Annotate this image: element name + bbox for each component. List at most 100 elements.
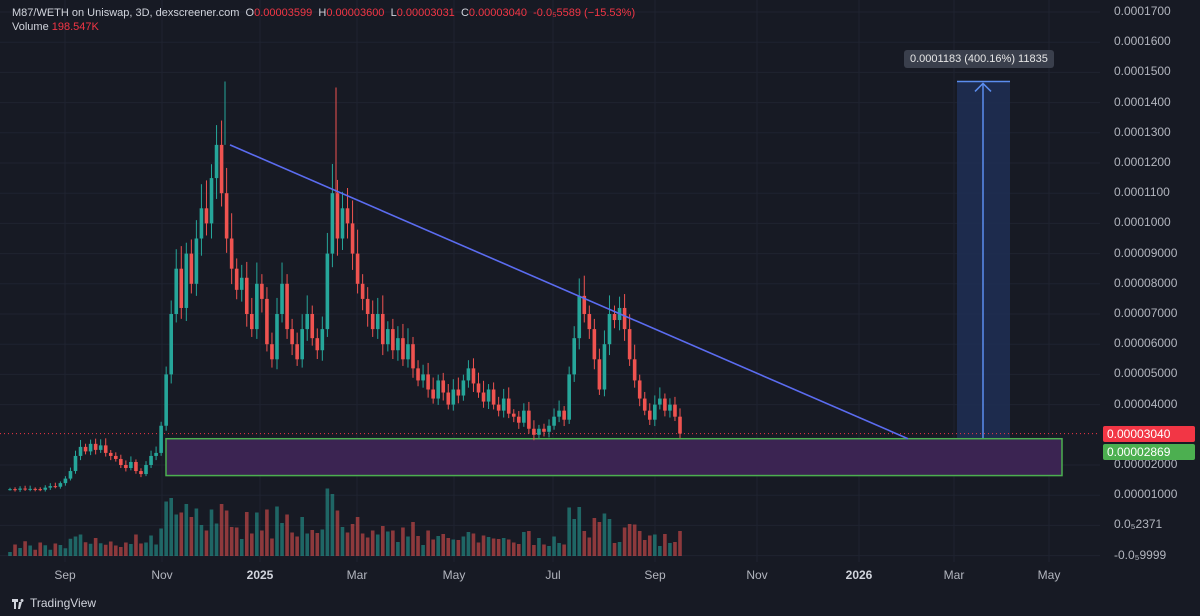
candle-body	[350, 223, 355, 254]
volume-bar	[13, 544, 17, 556]
volume-bar	[471, 533, 476, 556]
candle-body	[441, 380, 446, 393]
tradingview-brand[interactable]: TradingView	[12, 596, 96, 610]
candle-body	[552, 416, 556, 426]
candle-body	[476, 383, 481, 393]
candle-body	[244, 277, 249, 314]
volume-bar	[350, 524, 355, 556]
volume-bar	[119, 547, 123, 556]
time-axis[interactable]: Sep Nov 2025 Mar May Jul Sep Nov 2026 Mar May	[0, 562, 1100, 590]
time-axis-label: Jul	[545, 568, 561, 582]
candle-body	[506, 398, 511, 414]
candle-body	[431, 389, 435, 399]
volume-bar	[582, 531, 587, 556]
candle-body	[169, 314, 174, 375]
candle-body	[627, 329, 632, 360]
candle-body	[38, 489, 43, 491]
candle-body	[527, 410, 531, 429]
volume-bar	[43, 545, 48, 556]
candle-body	[637, 380, 642, 399]
volume-bar	[446, 538, 451, 556]
candle-body	[340, 208, 345, 239]
volume-bar	[567, 507, 571, 556]
volume-bar	[108, 541, 113, 556]
volume-bar	[58, 545, 63, 556]
volume-bar	[93, 538, 98, 556]
volume-bar	[496, 539, 501, 556]
price-axis-label: 0.00002000	[1114, 457, 1178, 471]
volume-label: Volume	[12, 21, 49, 33]
volume-bar	[632, 524, 637, 556]
volume-bar	[63, 548, 68, 556]
time-axis-label: Nov	[151, 568, 173, 582]
price-axis-label: 0.0001000	[1114, 215, 1171, 230]
candle-body	[134, 461, 138, 472]
candle-body	[557, 410, 561, 417]
candle-body	[189, 253, 194, 284]
volume-bar	[285, 514, 289, 556]
volume-bar	[547, 546, 551, 556]
chart-area[interactable]: M87/WETH on Uniswap, 3D, dexscreener.com…	[0, 0, 1100, 562]
candle-body	[612, 314, 617, 321]
candle-body	[78, 446, 83, 456]
candle-body	[411, 344, 415, 369]
price-axis-label: 0.00004000	[1114, 396, 1178, 411]
candle-body	[386, 329, 390, 345]
candle-body	[48, 486, 53, 488]
volume-bar	[411, 522, 415, 556]
candle-body	[532, 428, 536, 435]
volume-bar	[224, 510, 229, 556]
volume-bar	[647, 535, 652, 556]
candle-body	[255, 283, 259, 330]
volume-bar	[527, 531, 531, 556]
volume-bar	[179, 512, 184, 556]
time-axis-label: 2026	[845, 568, 873, 582]
volume-bar	[18, 548, 22, 556]
close-label: C	[460, 7, 469, 19]
candle-body	[129, 461, 133, 469]
volume-bar	[199, 525, 204, 556]
candle-body	[516, 416, 521, 423]
time-axis-label: Sep	[644, 568, 666, 582]
candle-body	[229, 238, 234, 269]
candle-body	[33, 488, 37, 490]
volume-bar	[8, 552, 12, 556]
volume-bar	[98, 543, 103, 556]
candle-body	[360, 283, 365, 299]
time-axis-label: 2025	[246, 568, 274, 582]
volume-bar	[426, 530, 430, 556]
volume-bar	[537, 538, 541, 556]
candle-body	[642, 398, 647, 411]
candle-body	[285, 283, 289, 330]
candle-body	[451, 389, 456, 405]
candle-body	[179, 268, 184, 308]
measure-arrow-head	[974, 82, 992, 92]
candle-body	[345, 208, 350, 224]
volume-bar	[456, 540, 461, 556]
volume-bar	[88, 543, 93, 556]
volume-bar	[658, 546, 662, 556]
candle-body	[290, 329, 294, 345]
price-axis-label: 0.0001700	[1114, 4, 1171, 18]
symbol-title[interactable]: M87/WETH on Uniswap, 3D, dexscreener.com	[12, 7, 240, 19]
candle-body	[98, 445, 103, 450]
candle-body	[199, 208, 204, 239]
price-axis[interactable]: 0.0001700 0.0001600 0.0001500 0.0001400 0.00…	[1100, 0, 1200, 562]
candle-body	[280, 283, 284, 314]
candle-body	[164, 374, 168, 426]
candle-body	[320, 329, 325, 351]
volume-bar	[53, 543, 58, 556]
candle-body	[572, 338, 577, 375]
volume-bar	[516, 544, 521, 556]
volume-bar	[83, 542, 88, 556]
candle-body	[58, 483, 63, 487]
candle-body	[491, 389, 496, 405]
price-axis-label: 0.0001100	[1114, 185, 1170, 200]
volume-bar	[491, 538, 496, 556]
candle-body	[481, 392, 486, 402]
volume-bar	[506, 539, 511, 556]
candle-body	[335, 193, 340, 239]
volume-bar	[441, 534, 446, 556]
price-axis-label: 0.0001300	[1114, 124, 1171, 139]
price-chart[interactable]	[0, 0, 1100, 562]
